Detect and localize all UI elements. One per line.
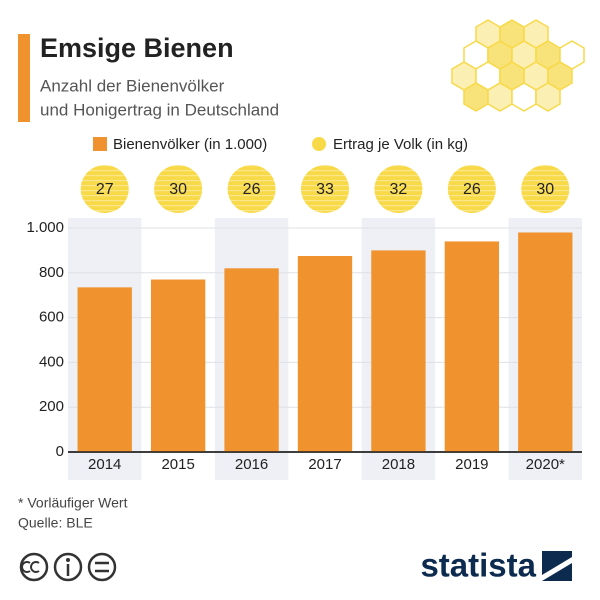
yield-label: 30 <box>169 181 187 198</box>
footnote: * Vorläufiger Wert <box>18 495 128 511</box>
bar <box>518 232 573 452</box>
legend-swatch <box>312 137 326 151</box>
x-tick-label: 2019 <box>455 456 488 473</box>
yield-badge <box>521 165 570 213</box>
x-tick-label: 2017 <box>308 456 341 473</box>
y-tick-label: 0 <box>56 443 64 460</box>
x-tick-label: 2020* <box>526 456 565 473</box>
bar <box>224 268 279 452</box>
source: Quelle: BLE <box>18 515 93 531</box>
cc-icons <box>19 552 117 582</box>
y-tick-label: 200 <box>39 398 64 415</box>
y-tick-label: 800 <box>39 264 64 281</box>
yield-badge <box>447 165 496 213</box>
legend-label: Ertrag je Volk (in kg) <box>333 136 468 153</box>
yield-badge <box>374 165 423 213</box>
x-tick-label: 2016 <box>235 456 268 473</box>
y-tick-label: 1.000 <box>26 219 64 236</box>
honeycomb-decoration <box>451 19 585 112</box>
subtitle: Anzahl der Bienenvölker <box>40 76 225 95</box>
yield-label: 26 <box>243 181 261 198</box>
bar <box>444 241 500 452</box>
yield-badge <box>80 165 129 213</box>
yield-badge <box>154 165 203 213</box>
yield-badge <box>227 165 276 213</box>
brand-mark <box>542 551 572 581</box>
yield-badge <box>301 165 349 213</box>
yield-label: 26 <box>463 181 481 198</box>
brand-logo: statista <box>420 547 536 584</box>
y-tick-label: 600 <box>39 309 64 326</box>
bar <box>371 250 426 452</box>
y-tick-label: 400 <box>39 353 64 370</box>
x-tick-label: 2014 <box>88 456 121 473</box>
bar <box>77 287 132 452</box>
x-tick-label: 2015 <box>161 456 194 473</box>
yield-label: 27 <box>96 181 114 198</box>
subtitle: und Honigertrag in Deutschland <box>40 100 279 119</box>
x-tick-label: 2018 <box>382 456 415 473</box>
yield-label: 32 <box>390 181 408 198</box>
legend-label: Bienenvölker (in 1.000) <box>113 136 267 153</box>
legend-swatch <box>93 137 107 151</box>
yield-label: 33 <box>316 181 334 198</box>
bar <box>297 256 353 452</box>
title-accent <box>18 34 30 122</box>
yield-label: 30 <box>536 181 554 198</box>
chart-title: Emsige Bienen <box>40 33 234 63</box>
bar <box>150 279 206 452</box>
